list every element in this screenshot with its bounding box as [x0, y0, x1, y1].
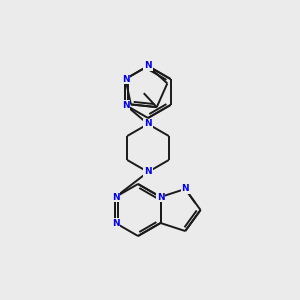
Text: N: N	[112, 218, 119, 227]
Text: N: N	[182, 184, 189, 194]
Text: N: N	[122, 74, 129, 83]
Text: N: N	[144, 61, 152, 70]
Text: N: N	[112, 193, 119, 202]
Text: N: N	[157, 193, 164, 202]
Text: N: N	[122, 100, 129, 109]
Text: N: N	[144, 167, 152, 176]
Text: N: N	[144, 119, 152, 128]
